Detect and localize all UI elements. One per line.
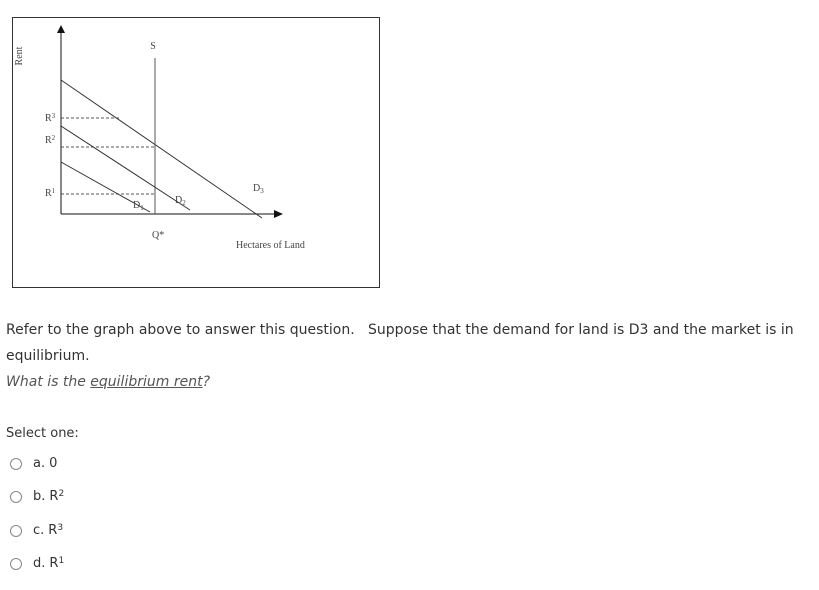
option[interactable]: d. R 1 — [10, 556, 64, 571]
option-sup: 2 — [58, 488, 65, 499]
option[interactable]: a. 0 — [10, 456, 57, 471]
option-text: R — [48, 523, 58, 538]
option-letter: a. — [33, 456, 46, 471]
prompt: Select one: — [6, 426, 79, 441]
rent-label: R2 — [45, 134, 56, 146]
option-text: 0 — [49, 456, 58, 471]
diagram: Rent S R3 R2 R1 D3 D2 D1 Q* Hectares of … — [12, 17, 380, 288]
option-letter: b. — [33, 489, 46, 504]
rent-label: R1 — [45, 187, 56, 199]
supply-label: S — [150, 41, 156, 52]
x-axis-label: Hectares of Land — [236, 240, 305, 251]
option-text: R — [49, 489, 59, 504]
question-ask: What is the equilibrium rent? — [6, 374, 210, 390]
diagram-frame — [12, 17, 380, 288]
arrow — [274, 210, 283, 218]
radio[interactable] — [10, 524, 22, 537]
option[interactable]: b. R 2 — [10, 489, 64, 504]
radio[interactable] — [10, 557, 22, 570]
demand-label: D2 — [175, 195, 186, 207]
ask-text: What is the — [6, 374, 91, 390]
radio[interactable] — [10, 457, 22, 470]
option-letter: d. — [33, 556, 46, 571]
demand-label: D1 — [133, 200, 144, 212]
ask-text: ? — [202, 374, 211, 390]
option[interactable]: c. R 3 — [10, 523, 63, 538]
y-axis-label: Rent — [14, 46, 25, 65]
option-text: R — [49, 556, 59, 571]
rent-label: R3 — [45, 112, 56, 124]
option-letter: c. — [33, 523, 45, 538]
option-sup: 3 — [57, 522, 64, 533]
arrow — [57, 25, 65, 33]
question-text: Refer to the graph above to answer this … — [6, 322, 799, 364]
radio[interactable] — [10, 490, 22, 503]
demand-lines — [60, 79, 263, 219]
ask-link[interactable]: equilibrium rent — [90, 374, 203, 390]
option-sup: 1 — [58, 555, 65, 566]
quantity-label: Q* — [152, 230, 164, 241]
demand-label: D3 — [253, 183, 264, 195]
dashes — [61, 117, 155, 195]
